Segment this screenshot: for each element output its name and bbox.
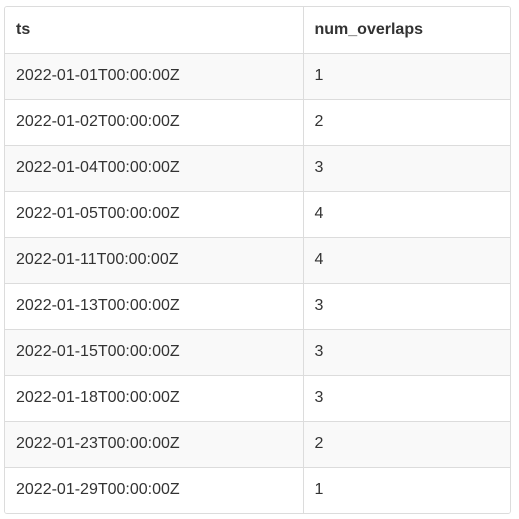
cell-ts: 2022-01-23T00:00:00Z (5, 421, 303, 468)
table-row: 2022-01-15T00:00:00Z 3 (5, 329, 510, 376)
cell-num-overlaps: 3 (302, 375, 510, 422)
table-row: 2022-01-23T00:00:00Z 2 (5, 421, 510, 468)
table-body: 2022-01-01T00:00:00Z 1 2022-01-02T00:00:… (5, 53, 510, 513)
cell-num-overlaps: 4 (302, 191, 510, 238)
cell-num-overlaps: 2 (302, 421, 510, 468)
cell-num-overlaps: 4 (302, 237, 510, 284)
cell-num-overlaps: 2 (302, 99, 510, 146)
cell-ts: 2022-01-01T00:00:00Z (5, 53, 303, 100)
cell-ts: 2022-01-04T00:00:00Z (5, 145, 303, 192)
cell-num-overlaps: 3 (302, 329, 510, 376)
cell-ts: 2022-01-18T00:00:00Z (5, 375, 303, 422)
cell-num-overlaps: 1 (302, 53, 510, 100)
cell-ts: 2022-01-13T00:00:00Z (5, 283, 303, 330)
table-row: 2022-01-02T00:00:00Z 2 (5, 99, 510, 146)
header-row: ts num_overlaps (5, 7, 510, 54)
table-row: 2022-01-18T00:00:00Z 3 (5, 375, 510, 422)
table-row: 2022-01-01T00:00:00Z 1 (5, 53, 510, 100)
table-row: 2022-01-29T00:00:00Z 1 (5, 467, 510, 513)
cell-ts: 2022-01-05T00:00:00Z (5, 191, 303, 238)
cell-ts: 2022-01-29T00:00:00Z (5, 467, 303, 513)
cell-num-overlaps: 3 (302, 145, 510, 192)
cell-ts: 2022-01-15T00:00:00Z (5, 329, 303, 376)
cell-num-overlaps: 1 (302, 467, 510, 513)
column-header-ts: ts (5, 7, 303, 54)
cell-ts: 2022-01-11T00:00:00Z (5, 237, 303, 284)
table-row: 2022-01-05T00:00:00Z 4 (5, 191, 510, 238)
table-header: ts num_overlaps (5, 7, 510, 54)
column-header-num-overlaps: num_overlaps (302, 7, 510, 54)
table-row: 2022-01-13T00:00:00Z 3 (5, 283, 510, 330)
table-row: 2022-01-11T00:00:00Z 4 (5, 237, 510, 284)
cell-ts: 2022-01-02T00:00:00Z (5, 99, 303, 146)
table-row: 2022-01-04T00:00:00Z 3 (5, 145, 510, 192)
results-table-container: ts num_overlaps 2022-01-01T00:00:00Z 1 2… (4, 6, 511, 514)
results-table: ts num_overlaps 2022-01-01T00:00:00Z 1 2… (5, 7, 510, 513)
cell-num-overlaps: 3 (302, 283, 510, 330)
